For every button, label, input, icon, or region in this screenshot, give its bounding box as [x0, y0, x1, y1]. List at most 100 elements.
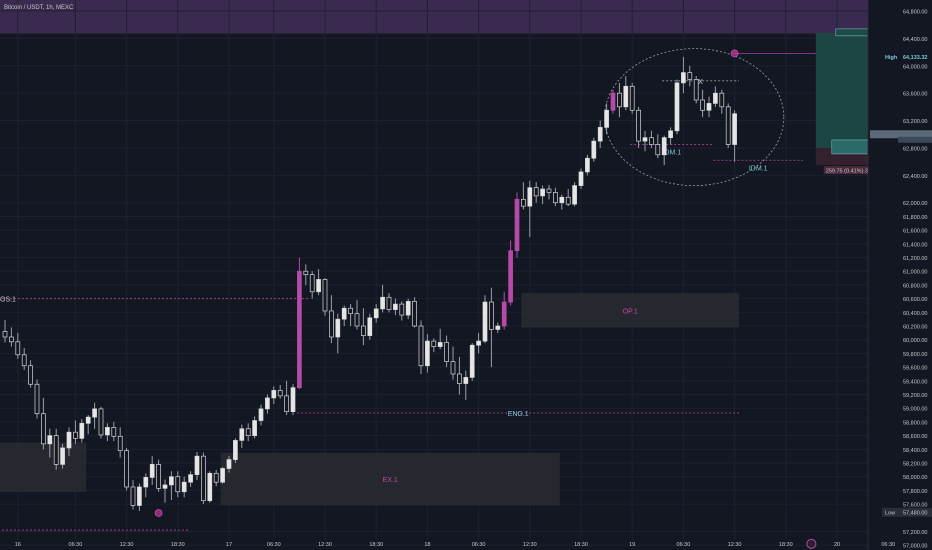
candle[interactable]	[290, 384, 296, 416]
candle[interactable]	[655, 134, 661, 159]
candle[interactable]	[175, 471, 181, 498]
zone[interactable]: EX.1	[220, 452, 560, 506]
time-axis[interactable]: 16 06:30 12:30 18:30 17 06:30 12:30 18:30 18 06:3…	[15, 542, 932, 548]
candle[interactable]	[169, 471, 174, 500]
annotation[interactable]: IDM.1	[713, 159, 803, 172]
candle[interactable]	[668, 127, 673, 145]
candle[interactable]	[681, 56, 686, 94]
candle[interactable]	[239, 424, 245, 448]
candle[interactable]	[514, 192, 520, 258]
event-circle-icon[interactable]	[806, 538, 817, 549]
dotted-level[interactable]: ENG.1	[297, 411, 739, 418]
candle[interactable]	[201, 452, 206, 505]
candle[interactable]	[117, 427, 123, 458]
candle[interactable]	[578, 168, 584, 190]
candle[interactable]	[367, 313, 373, 340]
candle[interactable]	[335, 313, 341, 354]
candle[interactable]	[476, 332, 481, 354]
candle[interactable]	[501, 291, 507, 330]
candle[interactable]	[642, 130, 648, 152]
zone-box[interactable]	[0, 442, 87, 492]
candle[interactable]	[418, 320, 424, 374]
candle[interactable]	[386, 293, 392, 313]
candle[interactable]	[79, 419, 85, 443]
candle[interactable]	[463, 370, 469, 400]
candle[interactable]	[41, 397, 46, 450]
candle[interactable]	[258, 404, 264, 426]
candle[interactable]	[725, 103, 731, 148]
candle[interactable]	[437, 328, 443, 350]
candle[interactable]	[28, 360, 33, 388]
candle[interactable]	[540, 185, 545, 205]
candle[interactable]	[629, 82, 635, 114]
candle[interactable]	[585, 154, 590, 176]
candle[interactable]	[245, 423, 251, 442]
zone-box[interactable]	[220, 452, 560, 506]
candle[interactable]	[149, 456, 155, 485]
candle[interactable]	[719, 89, 725, 114]
candle[interactable]	[15, 332, 21, 359]
candle[interactable]	[348, 304, 353, 327]
candle[interactable]	[444, 335, 449, 368]
candle[interactable]	[226, 456, 232, 473]
candle[interactable]	[162, 479, 168, 503]
candle[interactable]	[66, 427, 72, 457]
candle[interactable]	[271, 386, 277, 405]
candle[interactable]	[284, 380, 289, 416]
zone[interactable]	[0, 442, 87, 492]
zone[interactable]: OP.1	[521, 293, 739, 328]
candle[interactable]	[60, 443, 65, 469]
candle[interactable]	[687, 65, 693, 87]
candle[interactable]	[425, 334, 430, 373]
candle[interactable]	[277, 384, 283, 399]
candle[interactable]	[92, 402, 97, 429]
candle[interactable]	[649, 130, 654, 148]
candle[interactable]	[431, 338, 437, 353]
candle[interactable]	[21, 347, 27, 370]
candle[interactable]	[572, 182, 577, 207]
candle[interactable]	[617, 82, 622, 118]
candle[interactable]	[482, 295, 488, 344]
candle[interactable]	[34, 379, 40, 419]
candle[interactable]	[674, 79, 680, 135]
candle[interactable]	[181, 476, 187, 498]
candle[interactable]	[489, 287, 494, 368]
candle[interactable]	[405, 298, 411, 320]
candle[interactable]	[213, 469, 219, 487]
candle[interactable]	[98, 406, 104, 439]
candle[interactable]	[597, 120, 603, 148]
candle[interactable]	[469, 343, 475, 381]
signal-dot-icon[interactable]	[154, 509, 163, 517]
candle[interactable]	[706, 96, 712, 118]
candle[interactable]	[693, 76, 699, 104]
candle[interactable]	[533, 182, 539, 203]
candle[interactable]	[2, 319, 8, 343]
candle[interactable]	[233, 438, 238, 464]
zone-box[interactable]	[521, 293, 739, 328]
candle[interactable]	[565, 189, 571, 207]
candle[interactable]	[553, 187, 558, 207]
candle[interactable]	[636, 106, 641, 148]
candle[interactable]	[329, 295, 334, 344]
candle[interactable]	[393, 298, 398, 316]
candle[interactable]	[207, 471, 213, 503]
candle[interactable]	[111, 421, 117, 442]
candle[interactable]	[341, 305, 347, 327]
candle[interactable]	[85, 415, 91, 435]
candle[interactable]	[380, 284, 385, 313]
candle[interactable]	[623, 76, 629, 111]
candle[interactable]	[316, 269, 321, 296]
candle[interactable]	[354, 300, 360, 330]
candle[interactable]	[156, 459, 161, 492]
candle[interactable]	[322, 278, 328, 316]
candle[interactable]	[610, 89, 616, 114]
candle[interactable]	[591, 137, 597, 162]
candle[interactable]	[194, 452, 200, 481]
candle[interactable]	[495, 322, 501, 333]
candle[interactable]	[508, 240, 513, 306]
annotation[interactable]: IDM.1	[630, 144, 714, 157]
candle[interactable]	[265, 394, 270, 414]
candle[interactable]	[559, 194, 565, 210]
